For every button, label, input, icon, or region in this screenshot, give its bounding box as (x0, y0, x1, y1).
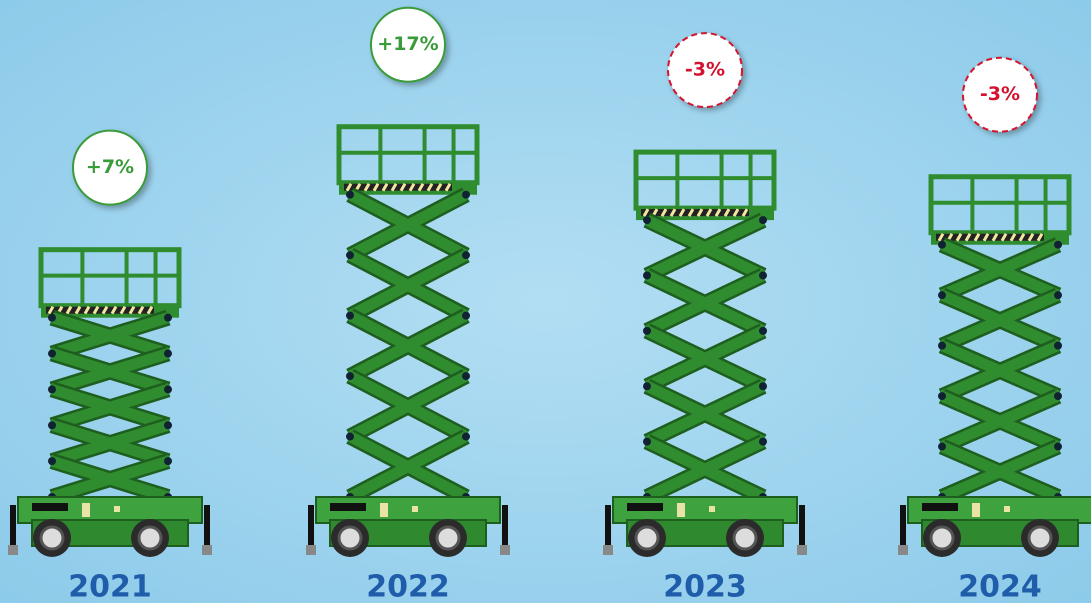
pin (938, 443, 946, 451)
pin (462, 312, 470, 320)
pin (759, 382, 767, 390)
panel (114, 506, 120, 512)
panel (1004, 506, 1010, 512)
pin (48, 421, 56, 429)
foot (500, 545, 510, 555)
pin (1054, 342, 1062, 350)
pin (346, 251, 354, 259)
pin (462, 191, 470, 199)
foot (603, 545, 613, 555)
panel (922, 503, 958, 511)
pin (938, 392, 946, 400)
pin (938, 342, 946, 350)
hub (437, 527, 459, 549)
pin (48, 457, 56, 465)
x-tick-label: 2023 (663, 570, 747, 603)
pin (759, 327, 767, 335)
pin (346, 372, 354, 380)
value-label: +17% (377, 33, 438, 55)
pin (1054, 392, 1062, 400)
panel (709, 506, 715, 512)
outrigger (799, 505, 805, 545)
x-tick-label: 2024 (958, 570, 1042, 603)
outrigger (308, 505, 314, 545)
panel (32, 503, 68, 511)
pin (48, 385, 56, 393)
foot (898, 545, 908, 555)
outrigger (605, 505, 611, 545)
panel (412, 506, 418, 512)
pin (164, 457, 172, 465)
pin (643, 327, 651, 335)
outrigger (204, 505, 210, 545)
foot (797, 545, 807, 555)
pin (462, 251, 470, 259)
outrigger (10, 505, 16, 545)
pin (643, 271, 651, 279)
panel (972, 503, 980, 517)
x-tick-label: 2022 (366, 570, 450, 603)
pin (643, 382, 651, 390)
pin (164, 350, 172, 358)
value-label: -3% (980, 83, 1020, 105)
panel (82, 503, 90, 517)
pin (346, 433, 354, 441)
pin (1054, 241, 1062, 249)
pin (48, 314, 56, 322)
pin (1054, 443, 1062, 451)
pin (643, 216, 651, 224)
hub (41, 527, 63, 549)
panel (380, 503, 388, 517)
pin (462, 372, 470, 380)
foot (306, 545, 316, 555)
pin (346, 191, 354, 199)
value-label: -3% (685, 59, 725, 81)
outrigger (900, 505, 906, 545)
pin (1054, 291, 1062, 299)
foot (8, 545, 18, 555)
pin (164, 385, 172, 393)
hub (636, 527, 658, 549)
pin (48, 350, 56, 358)
hub (1029, 527, 1051, 549)
chart: +7% 2021 +17% 2022 -3% 2023 -3% 2024 (0, 0, 1091, 603)
pin (164, 421, 172, 429)
x-tick-label: 2021 (68, 570, 152, 603)
hub (339, 527, 361, 549)
foot (202, 545, 212, 555)
hub (139, 527, 161, 549)
pin (643, 438, 651, 446)
hub (734, 527, 756, 549)
pin (938, 241, 946, 249)
hub (931, 527, 953, 549)
pin (759, 216, 767, 224)
pin (346, 312, 354, 320)
value-label: +7% (86, 156, 134, 178)
panel (627, 503, 663, 511)
pin (462, 433, 470, 441)
panel (330, 503, 366, 511)
pin (759, 438, 767, 446)
outrigger (502, 505, 508, 545)
pin (938, 291, 946, 299)
pin (759, 271, 767, 279)
pin (164, 314, 172, 322)
panel (677, 503, 685, 517)
